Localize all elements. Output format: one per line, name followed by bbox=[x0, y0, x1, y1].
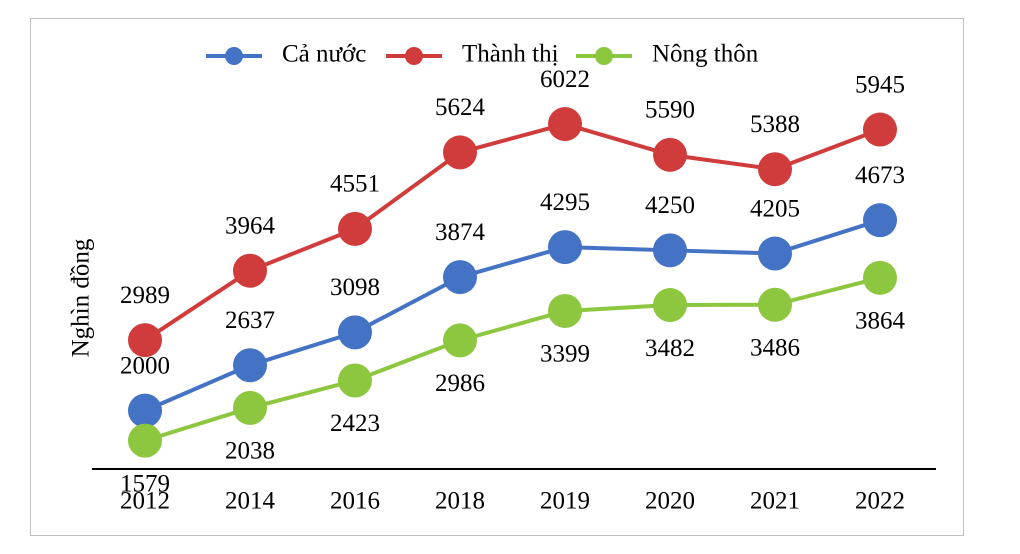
data-label: 3864 bbox=[855, 308, 906, 335]
x-tick-label: 2014 bbox=[225, 488, 276, 515]
chart-frame bbox=[30, 18, 964, 536]
x-tick-labels: 2012 2014 2016 2018 2019 2020 2021 2022 bbox=[120, 488, 905, 515]
legend-marker bbox=[595, 47, 613, 65]
data-point bbox=[758, 287, 792, 322]
x-tick-label: 2022 bbox=[855, 488, 905, 515]
data-label: 2989 bbox=[120, 282, 170, 309]
data-point bbox=[338, 211, 372, 246]
legend-label: Cả nước bbox=[282, 41, 366, 68]
data-point bbox=[548, 107, 582, 142]
data-point bbox=[548, 293, 582, 328]
data-label: 2423 bbox=[330, 410, 380, 437]
data-label: 5624 bbox=[435, 94, 486, 121]
data-label: 3874 bbox=[435, 219, 486, 246]
data-point bbox=[863, 260, 897, 295]
legend-label: Nông thôn bbox=[652, 41, 759, 68]
data-label: 4551 bbox=[330, 171, 380, 198]
data-point bbox=[338, 363, 372, 398]
data-label: 4295 bbox=[540, 189, 590, 216]
data-point bbox=[338, 315, 372, 350]
series-line bbox=[144, 218, 881, 413]
data-label: 2038 bbox=[225, 438, 275, 465]
x-tick-label: 2016 bbox=[330, 488, 380, 515]
data-point bbox=[233, 348, 267, 383]
data-point bbox=[233, 390, 267, 425]
data-point bbox=[758, 236, 792, 271]
x-tick-label: 2021 bbox=[750, 488, 800, 515]
data-point bbox=[128, 393, 162, 428]
y-axis-label: Nghìn đồng bbox=[68, 238, 95, 357]
data-point bbox=[653, 288, 687, 323]
data-label: 3486 bbox=[750, 334, 800, 361]
data-point bbox=[443, 260, 477, 295]
data-point bbox=[128, 423, 162, 458]
data-label: 3098 bbox=[330, 274, 380, 301]
data-label: 4250 bbox=[645, 192, 695, 219]
data-label: 3399 bbox=[540, 341, 590, 368]
series-line bbox=[143, 122, 881, 342]
data-label: 4673 bbox=[855, 162, 905, 189]
data-point bbox=[548, 230, 582, 265]
data-point bbox=[653, 233, 687, 268]
x-tick-label: 2018 bbox=[435, 488, 485, 515]
series-lines bbox=[143, 122, 881, 443]
data-point bbox=[233, 253, 267, 288]
data-label: 2986 bbox=[435, 370, 485, 397]
data-point bbox=[128, 323, 162, 358]
data-point bbox=[443, 135, 477, 170]
data-label: 3482 bbox=[645, 335, 695, 362]
legend-marker bbox=[405, 47, 423, 65]
data-label: 5590 bbox=[645, 97, 695, 124]
data-point bbox=[863, 112, 897, 147]
data-label: 2000 bbox=[120, 352, 170, 379]
data-point bbox=[758, 152, 792, 187]
data-label: 6022 bbox=[540, 66, 590, 93]
x-tick-label: 2020 bbox=[645, 488, 695, 515]
x-tick-label: 2019 bbox=[540, 488, 590, 515]
data-point bbox=[443, 323, 477, 358]
data-label: 2637 bbox=[225, 307, 275, 334]
data-label: 3964 bbox=[225, 212, 276, 239]
data-label: 1579 bbox=[120, 470, 170, 497]
data-point bbox=[653, 137, 687, 172]
series-line bbox=[144, 275, 881, 443]
data-label: 4205 bbox=[750, 195, 800, 222]
data-labels: 2000 2637 3098 3874 4295 4250 4205 4673 2989 3964… bbox=[120, 66, 906, 498]
data-label: 5945 bbox=[855, 71, 905, 98]
series-points bbox=[128, 107, 897, 458]
legend-marker bbox=[225, 47, 243, 65]
data-point bbox=[863, 203, 897, 238]
legend-label: Thành thị bbox=[462, 41, 559, 68]
x-tick-label: 2012 bbox=[120, 488, 170, 515]
legend: Cả nước Thành thị Nông thôn bbox=[206, 41, 759, 68]
data-label: 5388 bbox=[750, 111, 800, 138]
